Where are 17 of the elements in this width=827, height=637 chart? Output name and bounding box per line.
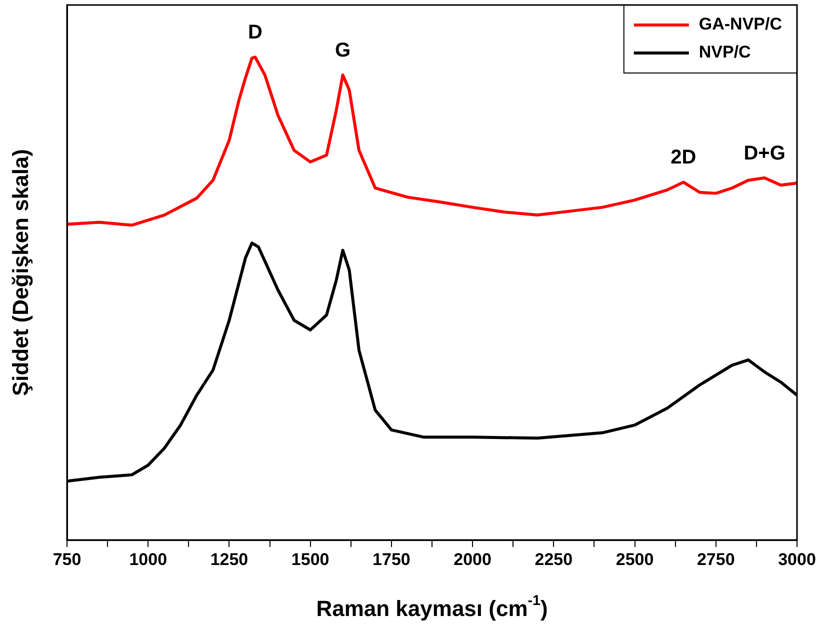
- legend-label: NVP/C: [698, 42, 751, 62]
- x-tick-label: 1000: [129, 550, 168, 569]
- x-tick-label: 750: [52, 550, 82, 569]
- annotation: D: [248, 22, 262, 44]
- x-tick-label: 1250: [210, 550, 248, 569]
- y-axis-title: Şiddet (Değişken skala): [8, 149, 34, 396]
- x-tick-label: 2500: [616, 550, 654, 569]
- x-tick-label: 3000: [778, 550, 816, 569]
- annotation: G: [334, 40, 351, 62]
- x-tick-label: 1750: [372, 550, 410, 569]
- x-tick-label: 2000: [454, 550, 492, 569]
- annotation: 2D: [670, 146, 696, 169]
- legend-label: GA-NVP/C: [698, 14, 782, 34]
- x-tick-label: 2750: [696, 550, 735, 569]
- x-tick-label: 1500: [291, 550, 330, 569]
- annotation: D+G: [744, 142, 786, 164]
- x-tick-label: 2250: [534, 550, 573, 569]
